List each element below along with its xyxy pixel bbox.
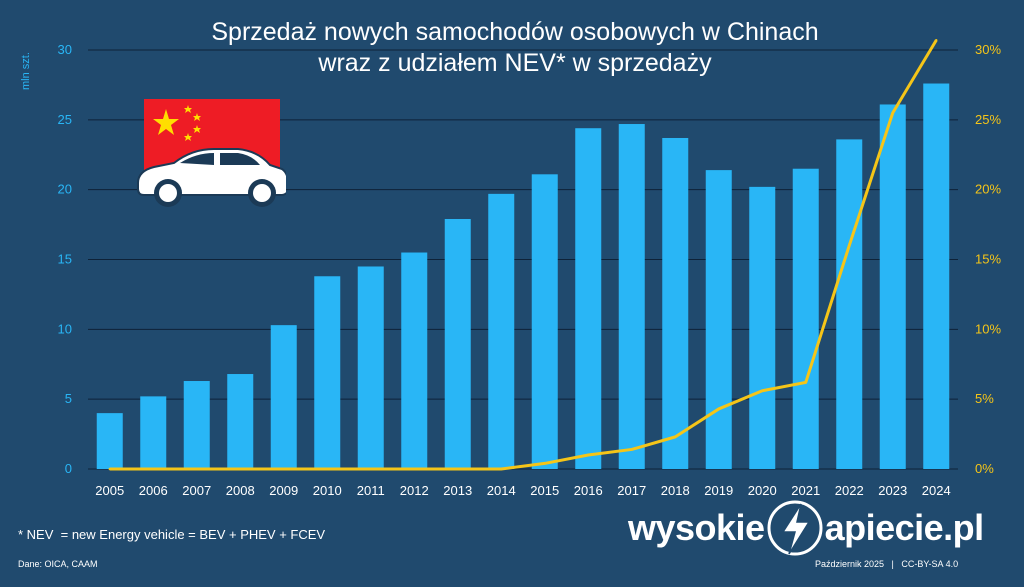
lightning-bolt-icon [765,498,825,558]
nev-share-series [108,39,938,471]
chart-title-line1: Sprzedaż nowych samochodów osobowych w C… [211,18,819,46]
nev-share-point [717,407,720,411]
x-tick-label: 2008 [226,483,255,498]
car-icon [137,148,286,207]
x-tick-label: 2005 [95,483,124,498]
x-tick-label: 2007 [182,483,211,498]
data-source: Dane: OICA, CAAM [18,559,98,569]
nev-share-point [413,467,416,471]
bar [662,137,689,470]
x-tick-label: 2018 [661,483,690,498]
nev-share-point [630,448,633,451]
x-tick-label: 2009 [269,483,298,498]
x-tick-label: 2006 [139,483,168,498]
y-tick-label: 5 [65,391,72,406]
y-axis-left-labels: 0 5 10 15 20 25 30 [58,42,72,476]
y2-tick-label: 0% [975,461,994,476]
x-tick-label: 2012 [400,483,429,498]
y2-tick-label: 30% [975,42,1001,57]
credit-line: Październik 2025 | CC-BY-SA 4.0 [815,559,959,569]
nev-share-point [108,467,111,471]
x-tick-label: 2019 [704,483,733,498]
y2-tick-label: 15% [975,252,1001,267]
bar [879,104,906,469]
nev-footnote: * NEV = new Energy vehicle = BEV + PHEV … [18,527,326,542]
x-tick-label: 2014 [487,483,516,498]
x-tick-label: 2022 [835,483,864,498]
x-tick-label: 2010 [313,483,342,498]
nev-share-point [369,467,372,471]
bar [836,139,863,470]
x-tick-label: 2013 [443,483,472,498]
nev-share-point [543,462,546,465]
nev-share-point [195,467,198,471]
x-tick-label: 2016 [574,483,603,498]
x-tick-label: 2011 [357,483,385,498]
y-tick-label: 15 [58,252,72,267]
nev-share-point [326,467,329,471]
bar [96,413,123,469]
bar [792,168,819,469]
brand-left: wysokie [628,507,765,548]
y-tick-label: 30 [58,42,72,57]
y2-tick-label: 25% [975,112,1001,127]
bar [575,128,602,470]
flag-car-illustration [137,99,286,207]
nev-share-point [848,244,851,247]
nev-share-point [891,111,894,115]
bar [357,266,384,469]
y-axis-right-labels: 0% 5% 10% 15% 20% 25% 30% [975,42,1001,476]
bar [314,276,341,469]
y2-tick-label: 5% [975,391,994,406]
nev-share-point [935,39,938,42]
bar [227,374,254,469]
y-tick-label: 10 [58,321,72,336]
brand-logo: wysokie apiecie.pl [628,498,984,558]
nev-share-point [456,467,459,471]
nev-share-point [804,381,807,384]
y2-tick-label: 10% [975,321,1001,336]
nev-share-point [674,435,677,439]
x-tick-label: 2024 [922,483,951,498]
bar [183,381,210,469]
nev-share-point [239,467,242,471]
x-tick-label: 2021 [791,483,820,498]
bar [618,124,645,470]
x-axis-labels: 2005 2006 2007 2008 2009 2010 2011 2012 2013 2014… [95,483,950,498]
chart-title-line2: wraz z udziałem NEV* w sprzedaży [318,49,712,77]
y-tick-label: 0 [65,461,72,476]
bar [531,174,558,469]
y2-tick-label: 20% [975,182,1001,197]
x-tick-label: 2015 [530,483,559,498]
bar [270,325,297,469]
bar [488,193,515,469]
bar [401,252,428,469]
nev-share-point [761,389,764,392]
nev-share-line [109,39,938,471]
bar [444,218,471,469]
bar [749,186,776,469]
bar [140,396,167,469]
bar-series [96,83,950,470]
y-tick-label: 25 [58,112,72,127]
y-axis-title: mln szt. [20,52,32,90]
nev-share-point [152,467,155,471]
nev-share-point [587,453,590,457]
nev-share-point [500,467,503,471]
bar [923,83,950,470]
y-tick-label: 20 [58,182,72,197]
x-tick-label: 2020 [748,483,777,498]
bar [705,170,732,469]
x-tick-label: 2023 [878,483,907,498]
nev-share-point [282,467,285,471]
brand-right: apiecie.pl [824,507,985,548]
x-tick-label: 2017 [617,483,646,498]
